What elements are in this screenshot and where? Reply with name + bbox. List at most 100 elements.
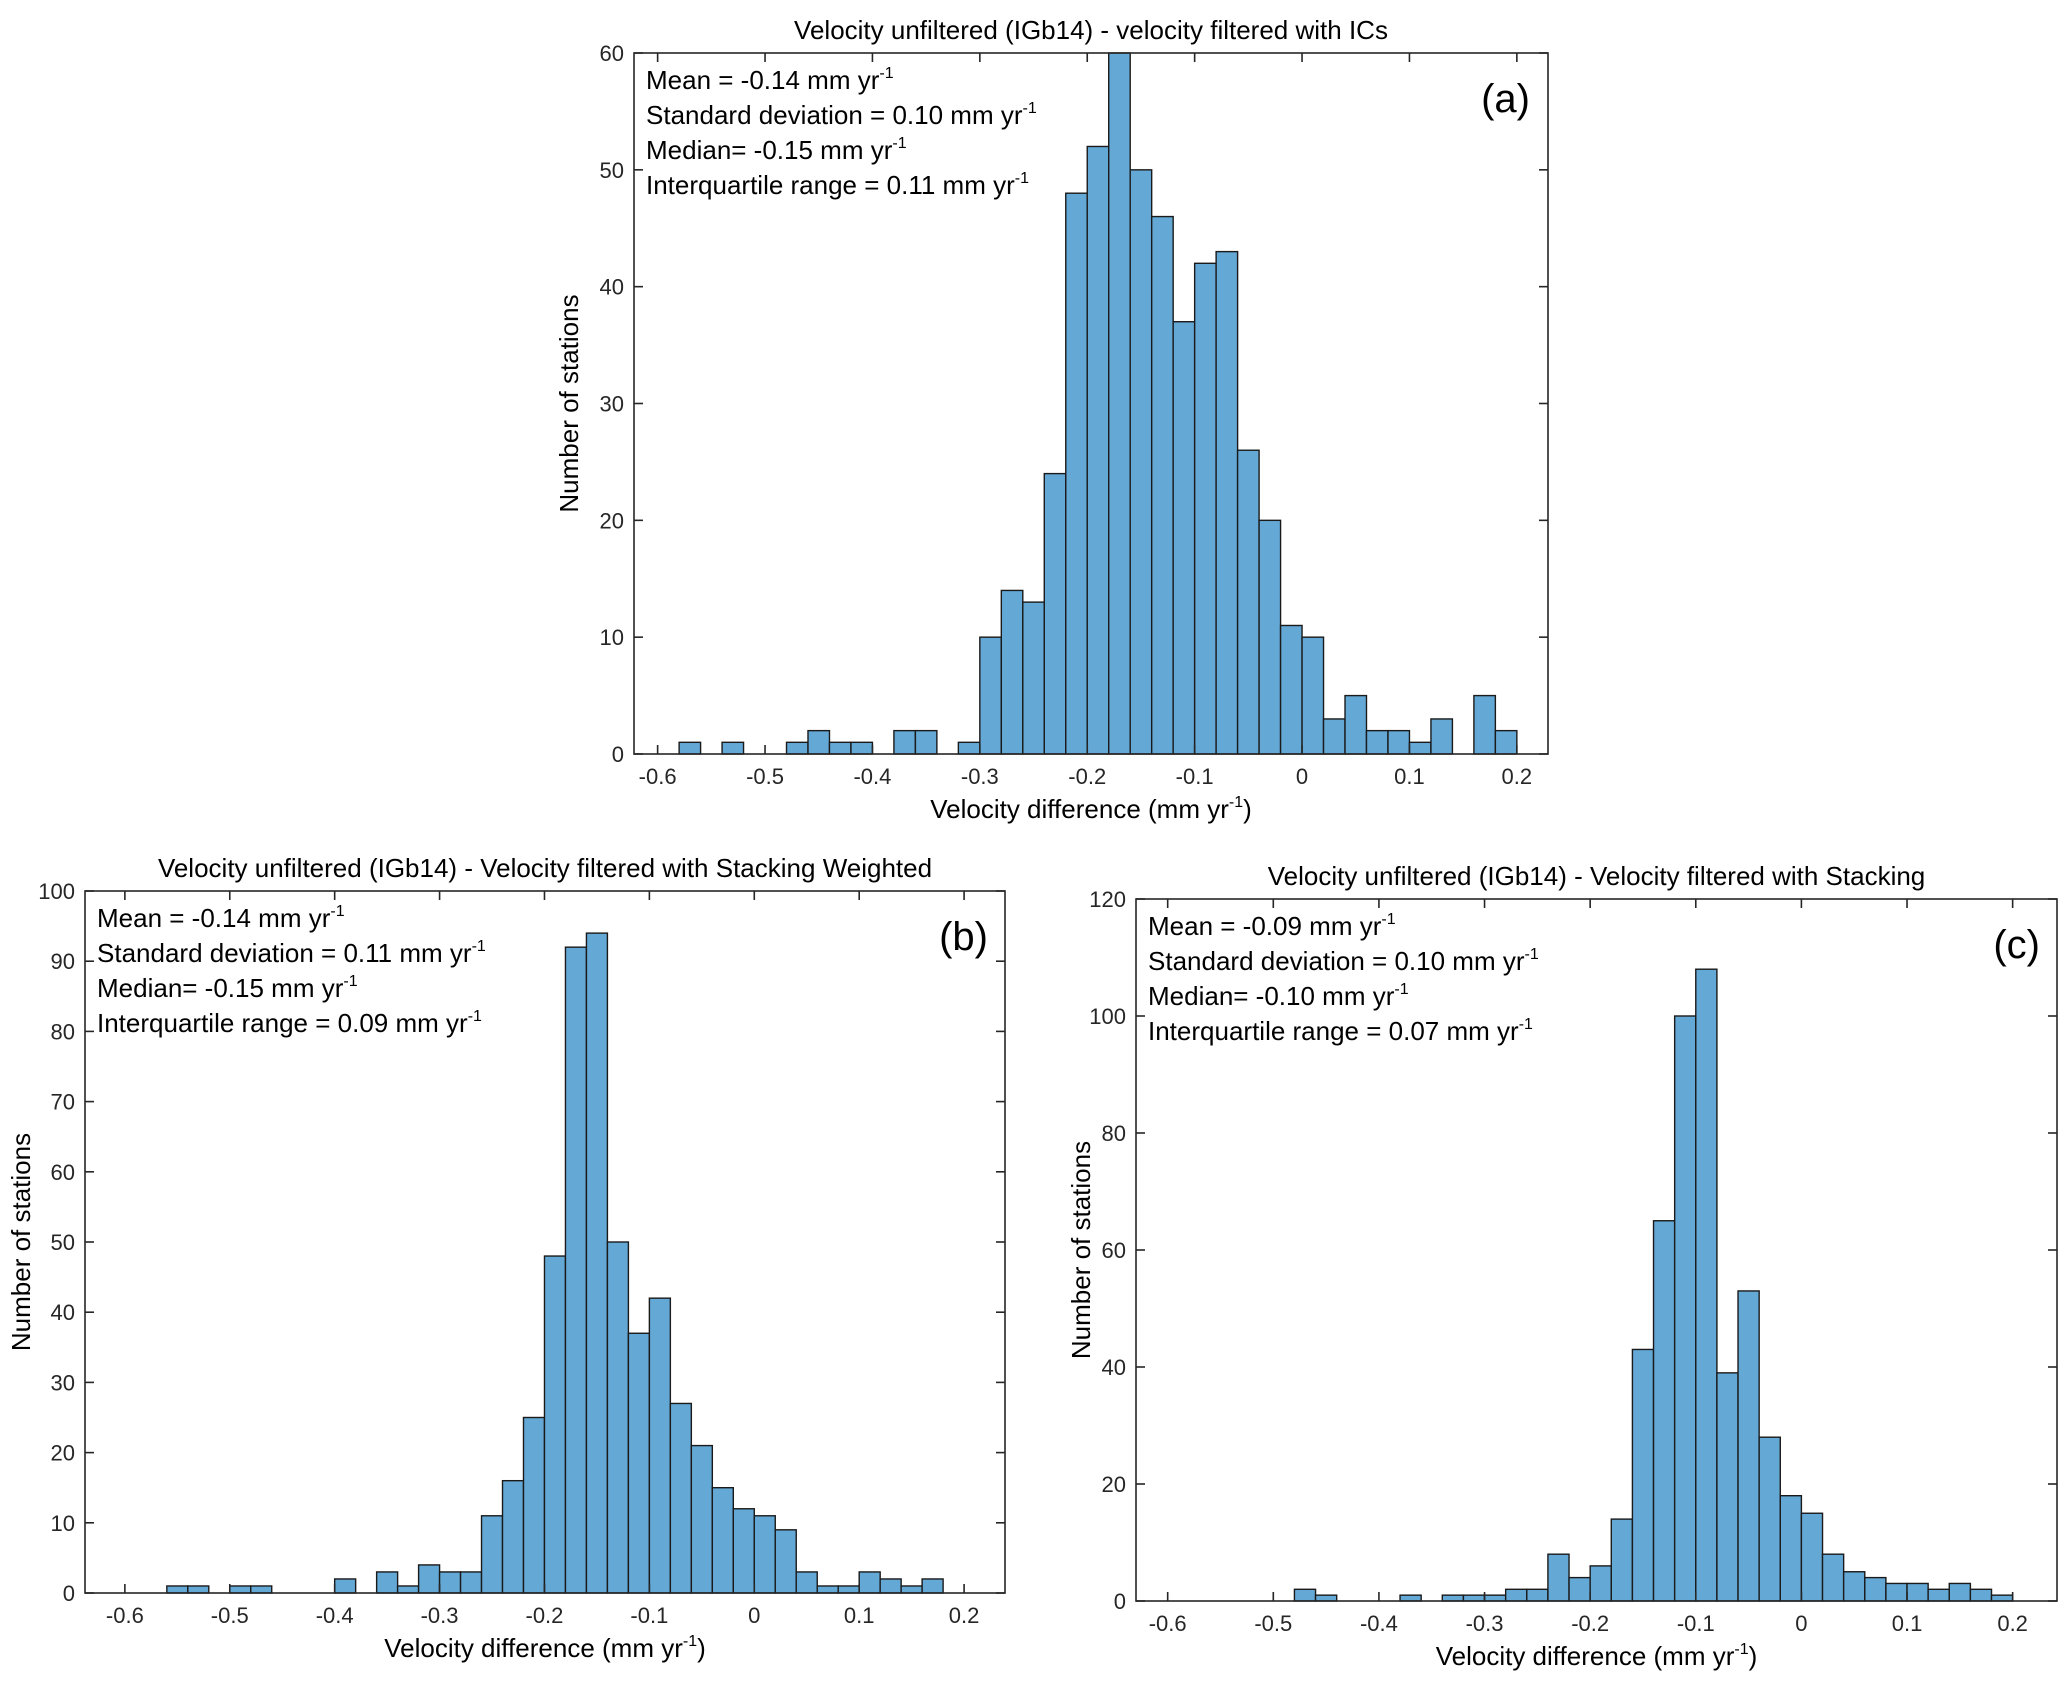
x-tick-label: -0.4: [316, 1603, 354, 1628]
y-tick-label: 0: [1114, 1589, 1126, 1614]
histogram-bar: [858, 1571, 881, 1594]
histogram-bar: [1172, 321, 1196, 755]
histogram-bar: [187, 1585, 210, 1594]
histogram-bar: [732, 1508, 755, 1594]
histogram-bar: [1695, 968, 1718, 1602]
histogram-bar: [1885, 1582, 1908, 1602]
histogram-bar: [1927, 1588, 1950, 1602]
histogram-bar: [250, 1585, 273, 1594]
x-axis-label-text: Velocity difference (mm yr: [384, 1633, 683, 1663]
y-tick-label: 100: [1089, 1004, 1126, 1029]
x-tick-label: -0.6: [1149, 1611, 1187, 1636]
stat-line: Interquartile range = 0.09 mm yr-1: [97, 1008, 482, 1038]
x-axis-label-text: Velocity difference (mm yr: [930, 794, 1229, 824]
histogram-bar: [1086, 145, 1110, 755]
histogram-panel-c: Velocity unfiltered (IGb14) - Velocity f…: [1066, 861, 2058, 1671]
y-tick-label: 40: [600, 275, 624, 300]
histogram-bar: [1022, 601, 1045, 755]
histogram-bar: [879, 1578, 902, 1594]
y-tick-label: 0: [63, 1581, 75, 1606]
histogram-bar: [690, 1444, 714, 1594]
histogram-bar: [375, 1571, 399, 1594]
y-axis-label: Number of stations: [6, 1133, 36, 1351]
histogram-bar: [564, 946, 588, 1594]
histogram-bar: [753, 1515, 776, 1594]
x-tick-label: -0.4: [1360, 1611, 1398, 1636]
histogram-bar: [1716, 1372, 1739, 1602]
x-tick-label: -0.6: [106, 1603, 144, 1628]
histogram-bar: [1301, 636, 1325, 755]
histogram-bar: [438, 1571, 462, 1594]
y-tick-label: 20: [600, 508, 624, 533]
stat-sup: -1: [468, 1008, 482, 1025]
histogram-bar: [711, 1486, 735, 1594]
histogram-bar: [1293, 1588, 1317, 1602]
histogram-bar: [1344, 694, 1368, 755]
histogram-bar: [1504, 1588, 1528, 1602]
stat-line: Mean = -0.14 mm yr-1: [97, 903, 345, 933]
y-tick-label: 10: [51, 1511, 75, 1536]
histogram-bar: [1800, 1512, 1824, 1602]
histogram-bar: [807, 729, 831, 755]
stat-text: Median= -0.10 mm yr: [1148, 981, 1395, 1011]
stat-sup: -1: [1394, 981, 1408, 998]
histogram-bar: [957, 741, 981, 755]
stat-line: Mean = -0.09 mm yr-1: [1148, 911, 1396, 941]
histogram-bar: [816, 1585, 839, 1594]
histogram-bar: [795, 1571, 818, 1594]
histogram-bar: [1948, 1582, 1972, 1602]
x-tick-label: -0.3: [1466, 1611, 1504, 1636]
histogram-bar: [1610, 1518, 1634, 1602]
stat-line: Median= -0.10 mm yr-1: [1148, 981, 1409, 1011]
stat-sup: -1: [892, 135, 906, 152]
histogram-bar: [837, 1585, 860, 1594]
histogram-bar: [1000, 589, 1024, 755]
x-axis-label-end: ): [1243, 794, 1252, 824]
x-tick-label: 0: [748, 1603, 760, 1628]
stat-line: Mean = -0.14 mm yr-1: [646, 65, 894, 95]
histogram-bar: [1758, 1436, 1781, 1602]
stat-sup: -1: [879, 65, 893, 82]
y-tick-label: 90: [51, 949, 75, 974]
stat-line: Standard deviation = 0.10 mm yr-1: [1148, 946, 1539, 976]
y-tick-label: 60: [1102, 1238, 1126, 1263]
histogram-bar: [1864, 1576, 1887, 1602]
histogram-bar: [1990, 1594, 2014, 1602]
stat-sup: -1: [1381, 911, 1395, 928]
y-tick-label: 40: [1102, 1355, 1126, 1380]
histogram-bar: [774, 1529, 797, 1594]
histogram-bar: [1193, 262, 1217, 755]
histogram-bar: [1483, 1594, 1507, 1602]
histogram-bar: [1473, 694, 1497, 755]
stat-text: Mean = -0.09 mm yr: [1148, 911, 1382, 941]
y-tick-label: 70: [51, 1090, 75, 1115]
histogram-bar: [785, 741, 809, 755]
x-axis-label: Velocity difference (mm yr-1): [384, 1633, 706, 1663]
panel-label: (c): [1993, 923, 2040, 967]
x-tick-label: 0.1: [844, 1603, 875, 1628]
x-tick-label: 0.2: [1997, 1611, 2028, 1636]
histogram-bar: [480, 1515, 504, 1594]
x-axis-label-sup: -1: [683, 1633, 697, 1650]
stat-text: Interquartile range = 0.09 mm yr: [97, 1008, 468, 1038]
x-tick-label: -0.1: [630, 1603, 668, 1628]
x-tick-label: -0.2: [1068, 764, 1106, 789]
histogram-bar: [1365, 729, 1389, 755]
histogram-bar: [396, 1585, 420, 1594]
stat-text: Standard deviation = 0.10 mm yr: [1148, 946, 1525, 976]
histogram-bar: [1314, 1594, 1338, 1602]
histogram-bar: [1494, 729, 1518, 755]
histogram-bar: [606, 1241, 630, 1594]
stat-sup: -1: [330, 903, 344, 920]
x-tick-label: -0.5: [746, 764, 784, 789]
y-tick-label: 50: [51, 1230, 75, 1255]
y-tick-label: 0: [612, 742, 624, 767]
y-axis-label: Number of stations: [1066, 1141, 1096, 1359]
x-axis-label-end: ): [697, 1633, 706, 1663]
x-axis-label-sup: -1: [1734, 1641, 1748, 1658]
x-axis-label: Velocity difference (mm yr-1): [930, 794, 1252, 824]
x-tick-label: -0.1: [1176, 764, 1214, 789]
histogram-bar: [1589, 1565, 1612, 1602]
panel-label: (a): [1481, 77, 1530, 121]
y-tick-label: 120: [1089, 887, 1126, 912]
